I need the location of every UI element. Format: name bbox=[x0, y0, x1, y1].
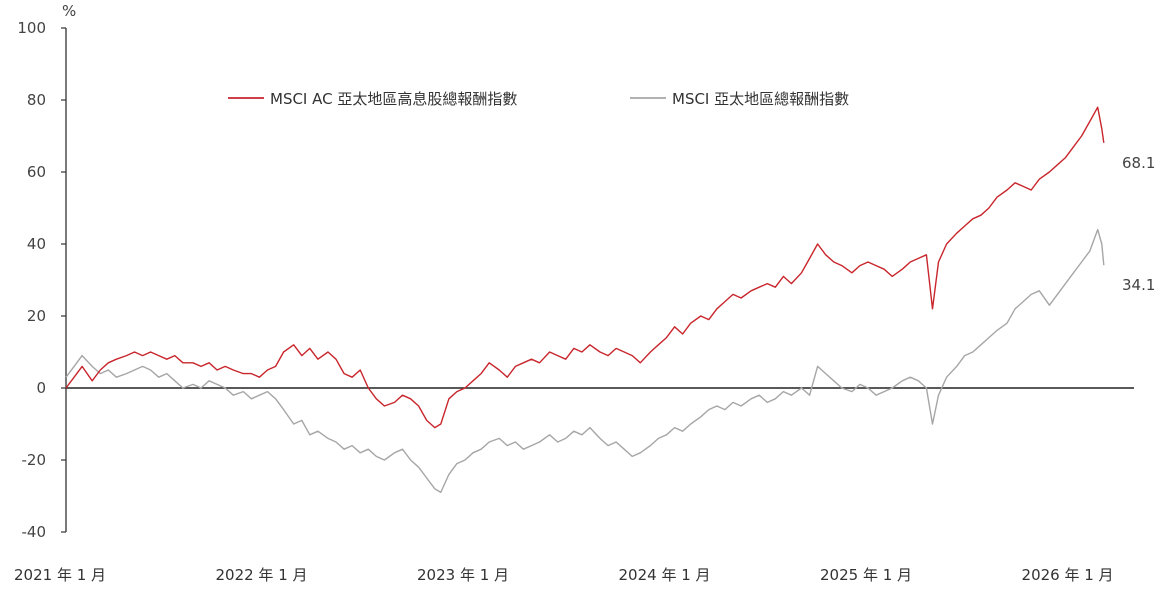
x-tick-label: 2023 年 1 月 bbox=[417, 566, 509, 584]
legend-label-1: MSCI 亞太地區總報酬指數 bbox=[672, 90, 849, 108]
legend: MSCI AC 亞太地區高息股總報酬指數 MSCI 亞太地區總報酬指數 bbox=[228, 90, 849, 108]
y-tick-label: 20 bbox=[27, 307, 46, 325]
legend-label-0: MSCI AC 亞太地區高息股總報酬指數 bbox=[270, 90, 517, 108]
y-tick-label: 100 bbox=[17, 19, 46, 37]
end-value-label-0: 68.1 bbox=[1122, 154, 1155, 172]
x-tick-label: 2021 年 1 月 bbox=[14, 566, 106, 584]
y-tick-label: 40 bbox=[27, 235, 46, 253]
series-line-0 bbox=[65, 106, 1105, 429]
y-tick-label: -40 bbox=[22, 523, 47, 541]
x-tick-label: 2026 年 1 月 bbox=[1022, 566, 1114, 584]
y-tick-label: 60 bbox=[27, 163, 46, 181]
y-axis-unit: % bbox=[62, 2, 76, 20]
y-tick-label: 0 bbox=[36, 379, 46, 397]
end-labels: 68.1 34.1 bbox=[1122, 154, 1155, 294]
end-value-label-1: 34.1 bbox=[1122, 276, 1155, 294]
x-tick-label: 2025 年 1 月 bbox=[820, 566, 912, 584]
series-layer bbox=[65, 106, 1105, 494]
series-line-1 bbox=[65, 228, 1105, 494]
axes bbox=[65, 28, 1134, 532]
y-tick-label: 80 bbox=[27, 91, 46, 109]
axis-ticks: 100 80 60 40 20 0 -20 -40 2021 年 1 月 2022 年 1 月 20… bbox=[14, 19, 1114, 584]
y-tick-label: -20 bbox=[22, 451, 47, 469]
x-tick-label: 2024 年 1 月 bbox=[619, 566, 711, 584]
x-tick-label: 2022 年 1 月 bbox=[215, 566, 307, 584]
